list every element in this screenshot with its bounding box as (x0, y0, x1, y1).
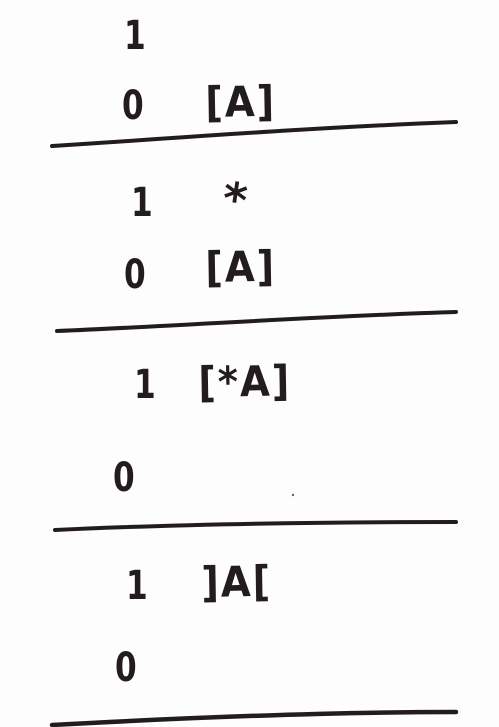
stray-dot (291, 493, 295, 497)
panel-4-row-0-digit: 0 (115, 645, 137, 691)
divider-line-3 (53, 520, 458, 532)
panel-3-row-1-digit: 1 (134, 362, 156, 408)
panel-3-row-0-digit: 0 (113, 455, 135, 501)
divider-line-4 (49, 709, 459, 727)
panel-4-row-1-digit: 1 (126, 563, 148, 609)
divider-line-2 (55, 310, 458, 333)
divider-line-1 (50, 120, 458, 148)
panel-2-row-0-symbol: [A] (204, 241, 277, 292)
panel-2-row-0-digit: 0 (124, 252, 146, 298)
panel-1-row-0-symbol: [A] (204, 76, 277, 127)
panel-3-row-1-symbol: [*A] (197, 356, 292, 407)
panel-1-row-0-digit: 0 (122, 83, 144, 129)
panel-4-row-1-symbol: ]A[ (200, 556, 273, 607)
panel-1-row-1-digit: 1 (124, 13, 146, 59)
panel-2-row-1-digit: 1 (131, 180, 153, 226)
